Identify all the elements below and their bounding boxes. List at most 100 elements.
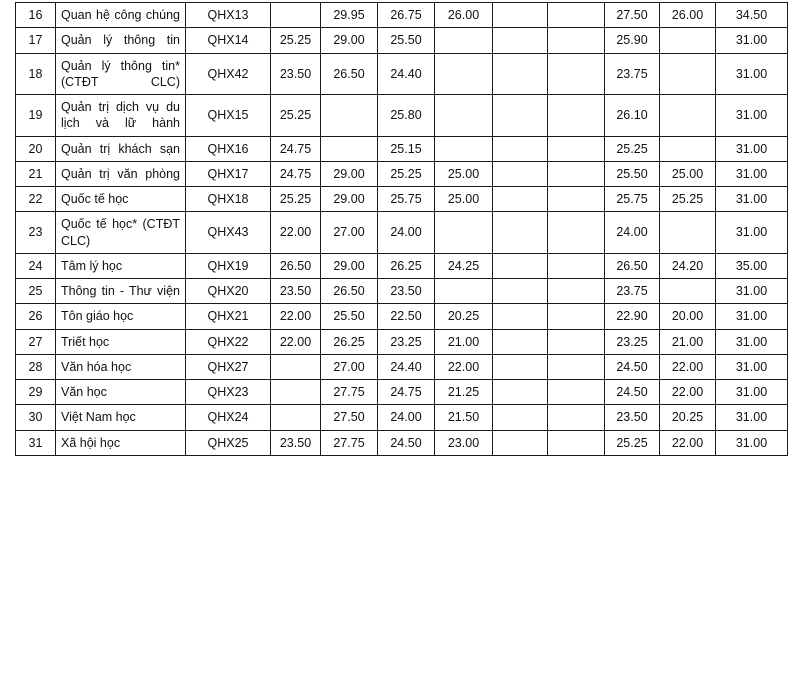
table-row: 19 Quản trị dịch vụ du lịch và lữ hành QHX… [15, 94, 788, 137]
program-name-cell: Quốc tế học* (CTĐT CLC) [55, 211, 186, 254]
score-cell-empty [492, 328, 548, 355]
score-cell-empty [659, 211, 716, 254]
score-cell-empty [659, 277, 716, 305]
score-cell: 23.25 [377, 328, 435, 355]
score-cell: 22.00 [659, 353, 716, 381]
score-cell-empty [547, 52, 605, 95]
score-cell-empty [434, 135, 493, 162]
score-cell-empty [547, 185, 605, 213]
score-cell: 35.00 [715, 252, 788, 280]
program-name-cell: Văn học [55, 378, 186, 406]
score-cell-empty [270, 404, 321, 431]
program-name-cell: Tôn giáo học [55, 303, 186, 330]
table-row: 31 Xã hội học QHX25 23.50 27.75 24.50 23.00 25.… [15, 429, 788, 456]
score-cell: 29.00 [320, 27, 378, 54]
program-code-cell: QHX17 [185, 160, 271, 188]
program-name-cell: Văn hóa học [55, 353, 186, 381]
score-cell-empty [270, 378, 321, 406]
score-cell-empty [320, 94, 378, 137]
score-cell: 22.00 [434, 353, 493, 381]
score-cell-empty [492, 353, 548, 381]
score-cell: 31.00 [715, 94, 788, 137]
score-cell: 23.75 [604, 52, 660, 95]
score-cell: 29.95 [320, 1, 378, 29]
score-cell-empty [659, 27, 716, 54]
row-index-cell: 18 [15, 52, 56, 95]
program-code-cell: QHX14 [185, 27, 271, 54]
row-index-cell: 31 [15, 429, 56, 456]
program-name-cell: Quản trị khách sạn [55, 135, 186, 162]
score-cell-empty [547, 94, 605, 137]
admission-score-table: 16 Quan hệ công chúng QHX13 29.95 26.75 26.00… [15, 1, 788, 456]
table-row: 20 Quản trị khách sạn QHX16 24.75 25.15 25.25… [15, 135, 788, 162]
score-cell: 31.00 [715, 160, 788, 188]
row-index-cell: 26 [15, 303, 56, 330]
score-cell: 23.00 [434, 429, 493, 456]
score-cell: 27.75 [320, 378, 378, 406]
program-code-cell: QHX27 [185, 353, 271, 381]
row-index-cell: 17 [15, 27, 56, 54]
score-cell: 25.00 [434, 185, 493, 213]
score-cell: 23.50 [270, 52, 321, 95]
row-index-cell: 30 [15, 404, 56, 431]
row-index-cell: 25 [15, 277, 56, 305]
program-name-cell: Việt Nam học [55, 404, 186, 431]
score-cell-empty [434, 94, 493, 137]
score-cell: 25.25 [270, 185, 321, 213]
program-code-cell: QHX25 [185, 429, 271, 456]
row-index-cell: 24 [15, 252, 56, 280]
score-cell: 25.25 [659, 185, 716, 213]
score-cell-empty [659, 52, 716, 95]
score-cell: 25.50 [604, 160, 660, 188]
score-cell: 27.00 [320, 211, 378, 254]
score-cell: 23.50 [270, 429, 321, 456]
score-cell: 29.00 [320, 160, 378, 188]
program-code-cell: QHX16 [185, 135, 271, 162]
row-index-cell: 27 [15, 328, 56, 355]
score-cell: 25.50 [320, 303, 378, 330]
score-cell: 24.50 [604, 378, 660, 406]
table-row: 26 Tôn giáo học QHX21 22.00 25.50 22.50 20.25 2… [15, 303, 788, 330]
score-cell-empty [547, 252, 605, 280]
score-cell: 26.75 [377, 1, 435, 29]
score-cell: 31.00 [715, 353, 788, 381]
score-cell-empty [492, 27, 548, 54]
row-index-cell: 22 [15, 185, 56, 213]
score-cell-empty [492, 185, 548, 213]
program-name-cell: Triết học [55, 328, 186, 355]
score-cell-empty [492, 277, 548, 305]
score-cell: 26.00 [434, 1, 493, 29]
score-cell: 26.25 [377, 252, 435, 280]
score-cell: 29.00 [320, 185, 378, 213]
score-cell: 26.50 [270, 252, 321, 280]
score-cell: 24.40 [377, 52, 435, 95]
program-code-cell: QHX13 [185, 1, 271, 29]
score-cell: 25.15 [377, 135, 435, 162]
table-row: 24 Tâm lý học QHX19 26.50 29.00 26.25 24.25 26.… [15, 252, 788, 280]
table-row: 28 Văn hóa học QHX27 27.00 24.40 22.00 24.50 22… [15, 353, 788, 381]
score-cell-empty [547, 404, 605, 431]
program-code-cell: QHX21 [185, 303, 271, 330]
table-row: 25 Thông tin - Thư viện QHX20 23.50 26.50 23.… [15, 277, 788, 305]
table-body: 16 Quan hệ công chúng QHX13 29.95 26.75 26.00… [15, 1, 788, 456]
row-index-cell: 20 [15, 135, 56, 162]
score-cell: 25.25 [604, 135, 660, 162]
program-code-cell: QHX23 [185, 378, 271, 406]
program-name-cell: Quản lý thông tin [55, 27, 186, 54]
table-row: 18 Quản lý thông tin* (CTĐT CLC) QHX42 23.5… [15, 52, 788, 95]
score-cell-empty [492, 160, 548, 188]
row-index-cell: 21 [15, 160, 56, 188]
score-cell-empty [492, 135, 548, 162]
score-cell: 27.00 [320, 353, 378, 381]
score-cell: 25.25 [377, 160, 435, 188]
score-cell-empty [547, 1, 605, 29]
program-name-cell: Thông tin - Thư viện [55, 277, 186, 305]
score-cell: 25.90 [604, 27, 660, 54]
score-cell: 20.25 [659, 404, 716, 431]
score-cell-empty [492, 404, 548, 431]
score-cell: 20.00 [659, 303, 716, 330]
program-name-cell: Quản trị văn phòng [55, 160, 186, 188]
score-cell-empty [547, 135, 605, 162]
score-cell: 25.50 [377, 27, 435, 54]
